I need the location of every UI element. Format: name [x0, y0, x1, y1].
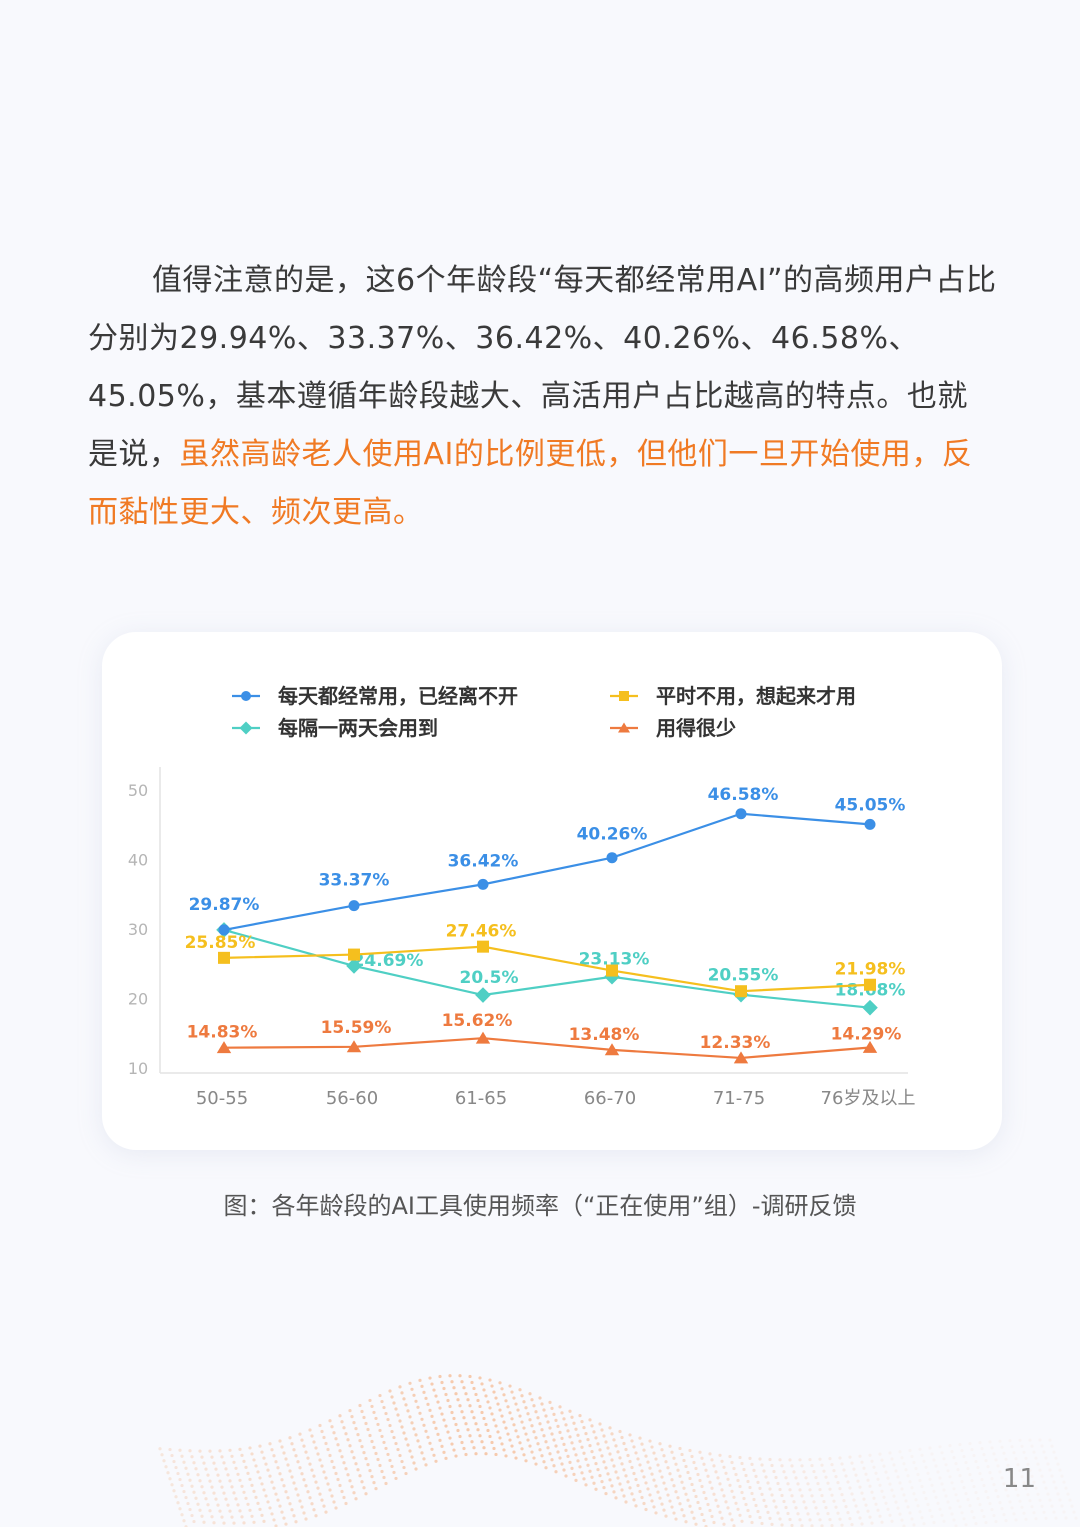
point-marker: [606, 852, 618, 864]
data-label: 14.29%: [831, 1024, 902, 1044]
series-2: 24.69%20.5%23.13%20.55%18.68%: [216, 922, 905, 1016]
legend-item: 每天都经常用，已经离不开: [232, 684, 518, 708]
series-1: 25.85% 27.46% 21.98%: [185, 922, 906, 998]
legend-item: 用得很少: [610, 716, 736, 740]
series-line: [223, 1037, 871, 1060]
intro-highlight-text: 虽然高龄老人使用AI的比例更低，但他们一旦开始使用，反而黏性更大、频次更高。: [88, 437, 973, 530]
point-marker: [216, 1041, 232, 1054]
data-label: 13.48%: [569, 1025, 640, 1045]
x-tick-label: 61-65: [455, 1088, 507, 1109]
figure-caption: 图：各年龄段的AI工具使用频率（“正在使用”组）-调研反馈: [223, 1192, 857, 1220]
data-label: 29.87%: [189, 895, 260, 915]
point-marker: [606, 964, 618, 977]
point-marker: [475, 987, 491, 1003]
series-line: [223, 928, 871, 1009]
line-chart: 50 40 30 20 10 50-55 56-60 61-65 66-70 71-75 76岁及以…: [128, 684, 916, 1109]
data-label: 33.37%: [319, 871, 390, 891]
data-label: 40.26%: [577, 825, 648, 845]
decorative-dot-wave: [158, 1374, 1078, 1527]
legend-label: 用得很少: [656, 716, 736, 740]
data-label: 12.33%: [700, 1033, 771, 1053]
y-tick-label: 10: [128, 1059, 148, 1078]
data-label: 24.69%: [353, 951, 424, 971]
legend-label: 每隔一两天会用到: [278, 716, 438, 740]
data-label: 25.85%: [185, 933, 256, 953]
point-marker: [618, 722, 630, 733]
point-marker: [862, 1040, 878, 1053]
intro-paragraph: 值得注意的是，这6个年龄段“每天都经常用AI”的高频用户占比分别为29.94%、…: [88, 252, 998, 542]
x-tick-label: 71-75: [713, 1088, 765, 1109]
data-label: 15.62%: [442, 1011, 513, 1031]
legend-item: 每隔一两天会用到: [232, 716, 438, 740]
point-marker: [735, 985, 747, 998]
data-label: 14.83%: [187, 1023, 258, 1043]
x-tick-label: 76岁及以上: [821, 1088, 916, 1109]
point-marker: [241, 691, 251, 701]
series-line: [223, 945, 871, 993]
point-marker: [619, 691, 629, 701]
data-label: 23.13%: [579, 950, 650, 970]
intro-text: 值得注意的是，这6个年龄段“每天都经常用AI”的高频用户占比分别为29.94%、…: [88, 263, 997, 472]
y-tick-label: 40: [128, 851, 148, 870]
point-marker: [864, 978, 876, 991]
point-marker: [348, 948, 360, 961]
legend-label: 每天都经常用，已经离不开: [278, 684, 518, 708]
series-line: [223, 812, 871, 931]
point-marker: [239, 721, 253, 735]
point-marker: [218, 951, 230, 964]
data-label: 45.05%: [835, 795, 906, 815]
data-label: 21.98%: [835, 960, 906, 980]
point-marker: [475, 1031, 491, 1044]
point-marker: [346, 1040, 362, 1053]
data-label: 36.42%: [448, 851, 519, 871]
data-label: 27.46%: [446, 922, 517, 942]
point-marker: [346, 958, 362, 974]
x-tick-label: 66-70: [584, 1088, 636, 1109]
point-marker: [862, 999, 878, 1016]
data-label: 20.5%: [460, 968, 519, 988]
x-tick-label: 56-60: [326, 1088, 378, 1109]
point-marker: [604, 1043, 620, 1056]
point-marker: [218, 924, 230, 936]
y-tick-label: 20: [128, 990, 148, 1009]
x-tick-label: 50-55: [196, 1088, 248, 1109]
data-label: 15.59%: [321, 1018, 392, 1038]
legend-label: 平时不用，想起来才用: [656, 684, 856, 708]
series-3: 14.83% 15.59% 15.62% 13.48% 12.33% 14.29%: [187, 1011, 902, 1064]
legend-item: 平时不用，想起来才用: [610, 684, 856, 708]
y-tick-label: 50: [128, 781, 148, 800]
data-label: 20.55%: [708, 966, 779, 986]
point-marker: [477, 940, 489, 953]
point-marker: [477, 878, 489, 890]
point-marker: [735, 808, 747, 820]
chart-card: 50 40 30 20 10 50-55 56-60 61-65 66-70 71-75 76岁及以…: [102, 632, 1002, 1150]
y-tick-label: 30: [128, 920, 148, 939]
point-marker: [733, 1051, 749, 1064]
page-number: 11: [1002, 1464, 1036, 1494]
series-0: 29.87% 33.37% 36.42% 40.26% 46.58% 45.05%: [189, 785, 906, 936]
data-label: 46.58%: [708, 785, 779, 805]
point-marker: [864, 818, 876, 830]
point-marker: [348, 900, 360, 912]
